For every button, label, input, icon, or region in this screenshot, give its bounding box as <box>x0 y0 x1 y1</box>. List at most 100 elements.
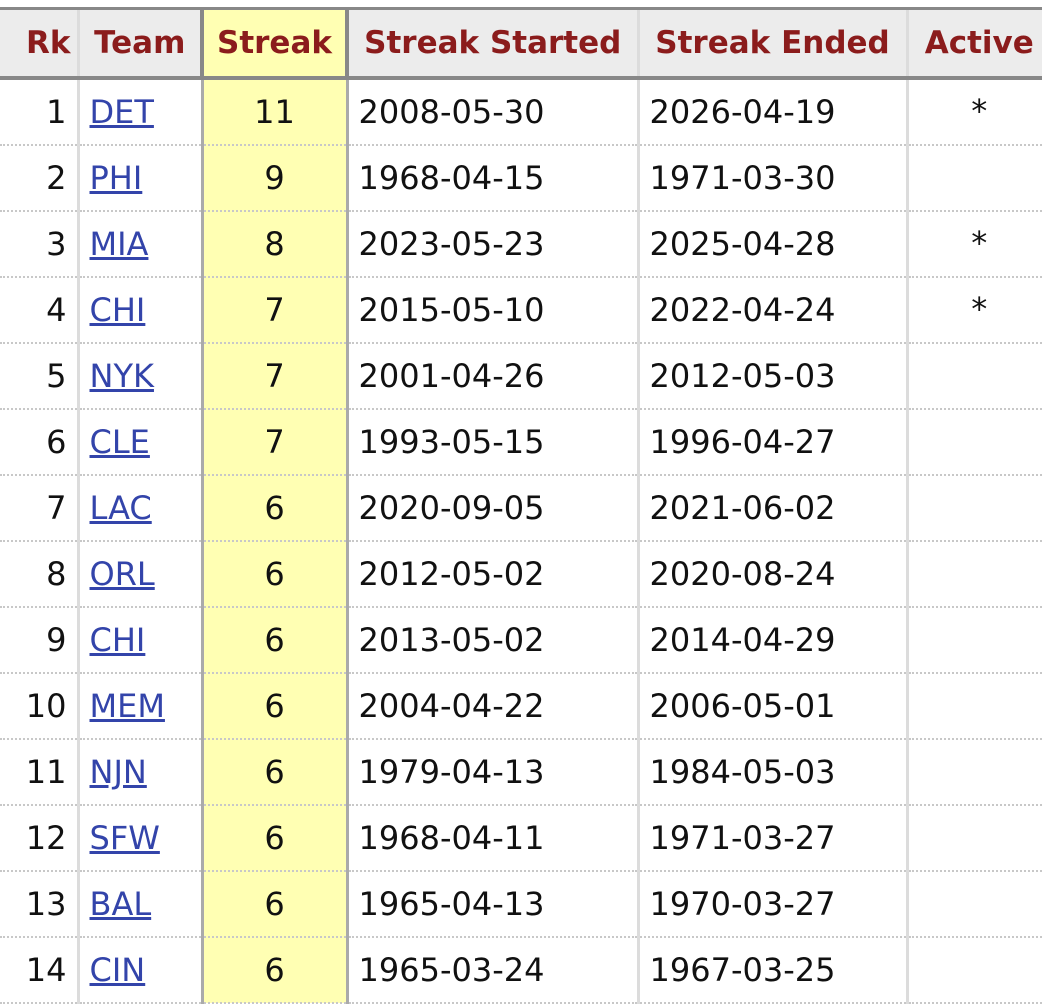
streak-cell: 7 <box>200 277 349 344</box>
rank-cell: 10 <box>0 673 78 740</box>
active-cell <box>905 409 1042 476</box>
header-team[interactable]: Team <box>76 7 202 80</box>
team-link[interactable]: ORL <box>89 555 155 593</box>
streak-started-cell: 1965-03-24 <box>345 937 638 1004</box>
active-cell <box>905 607 1042 674</box>
streak-started-cell: 1968-04-15 <box>345 145 638 212</box>
table-row: 5 NYK 7 2001-04-26 2012-05-03 <box>0 343 1042 410</box>
header-streak-ended[interactable]: Streak Ended <box>636 7 907 80</box>
rank-cell: 5 <box>0 343 78 410</box>
team-link[interactable]: MIA <box>89 225 149 263</box>
header-rk[interactable]: Rk <box>0 7 78 80</box>
team-cell: BAL <box>76 871 202 938</box>
streak-cell: 6 <box>200 673 349 740</box>
team-link[interactable]: NJN <box>89 753 147 791</box>
table-row: 3 MIA 8 2023-05-23 2025-04-28 * <box>0 211 1042 278</box>
rank-cell: 6 <box>0 409 78 476</box>
streak-ended-cell: 1967-03-25 <box>636 937 907 1004</box>
active-cell: * <box>905 78 1042 146</box>
streak-started-cell: 1993-05-15 <box>345 409 638 476</box>
active-cell <box>905 805 1042 872</box>
rank-cell: 11 <box>0 739 78 806</box>
team-link[interactable]: DET <box>89 93 154 131</box>
table-row: 1 DET 11 2008-05-30 2026-04-19 * <box>0 78 1042 146</box>
streak-ended-cell: 2012-05-03 <box>636 343 907 410</box>
team-link[interactable]: NYK <box>89 357 154 395</box>
header-streak[interactable]: Streak <box>200 7 349 80</box>
rank-cell: 9 <box>0 607 78 674</box>
header-active[interactable]: Active <box>905 7 1042 80</box>
streak-cell: 6 <box>200 739 349 806</box>
table-row: 14 CIN 6 1965-03-24 1967-03-25 <box>0 937 1042 1004</box>
header-streak-started[interactable]: Streak Started <box>345 7 638 80</box>
table-row: 4 CHI 7 2015-05-10 2022-04-24 * <box>0 277 1042 344</box>
streak-cell: 6 <box>200 541 349 608</box>
streak-ended-cell: 2006-05-01 <box>636 673 907 740</box>
active-cell <box>905 145 1042 212</box>
team-cell: CHI <box>76 607 202 674</box>
streak-started-cell: 2023-05-23 <box>345 211 638 278</box>
streak-cell: 6 <box>200 871 349 938</box>
streak-table: Rk Team Streak Streak Started Streak End… <box>0 7 1042 1004</box>
team-link[interactable]: SFW <box>89 819 160 857</box>
team-cell: ORL <box>76 541 202 608</box>
team-link[interactable]: LAC <box>89 489 152 527</box>
streak-ended-cell: 2022-04-24 <box>636 277 907 344</box>
streak-started-cell: 2008-05-30 <box>345 78 638 146</box>
team-link[interactable]: CHI <box>89 621 146 659</box>
streak-started-cell: 2004-04-22 <box>345 673 638 740</box>
rank-cell: 2 <box>0 145 78 212</box>
table-row: 12 SFW 6 1968-04-11 1971-03-27 <box>0 805 1042 872</box>
rank-cell: 14 <box>0 937 78 1004</box>
streak-started-cell: 2013-05-02 <box>345 607 638 674</box>
team-link[interactable]: CLE <box>89 423 150 461</box>
streak-cell: 7 <box>200 343 349 410</box>
table-row: 13 BAL 6 1965-04-13 1970-03-27 <box>0 871 1042 938</box>
streak-ended-cell: 1971-03-30 <box>636 145 907 212</box>
active-cell <box>905 343 1042 410</box>
team-cell: MEM <box>76 673 202 740</box>
streak-started-cell: 2020-09-05 <box>345 475 638 542</box>
team-link[interactable]: CHI <box>89 291 146 329</box>
streak-started-cell: 1979-04-13 <box>345 739 638 806</box>
rank-cell: 8 <box>0 541 78 608</box>
streak-cell: 11 <box>200 78 349 146</box>
active-cell <box>905 673 1042 740</box>
table-row: 6 CLE 7 1993-05-15 1996-04-27 <box>0 409 1042 476</box>
active-cell <box>905 937 1042 1004</box>
team-cell: CHI <box>76 277 202 344</box>
team-link[interactable]: CIN <box>89 951 146 989</box>
rank-cell: 3 <box>0 211 78 278</box>
streak-cell: 6 <box>200 475 349 542</box>
header-row: Rk Team Streak Streak Started Streak End… <box>0 7 1042 80</box>
team-cell: NJN <box>76 739 202 806</box>
streak-ended-cell: 2026-04-19 <box>636 78 907 146</box>
active-cell <box>905 475 1042 542</box>
streak-started-cell: 1965-04-13 <box>345 871 638 938</box>
team-cell: NYK <box>76 343 202 410</box>
table-row: 7 LAC 6 2020-09-05 2021-06-02 <box>0 475 1042 542</box>
streak-cell: 8 <box>200 211 349 278</box>
active-cell: * <box>905 211 1042 278</box>
streak-cell: 9 <box>200 145 349 212</box>
streak-ended-cell: 1984-05-03 <box>636 739 907 806</box>
active-cell <box>905 871 1042 938</box>
streak-ended-cell: 2014-04-29 <box>636 607 907 674</box>
streak-started-cell: 2001-04-26 <box>345 343 638 410</box>
streak-ended-cell: 1996-04-27 <box>636 409 907 476</box>
table-row: 10 MEM 6 2004-04-22 2006-05-01 <box>0 673 1042 740</box>
rank-cell: 1 <box>0 78 78 146</box>
rank-cell: 7 <box>0 475 78 542</box>
team-link[interactable]: BAL <box>89 885 152 923</box>
streak-ended-cell: 1971-03-27 <box>636 805 907 872</box>
streak-cell: 6 <box>200 805 349 872</box>
streak-ended-cell: 1970-03-27 <box>636 871 907 938</box>
team-cell: MIA <box>76 211 202 278</box>
table-row: 11 NJN 6 1979-04-13 1984-05-03 <box>0 739 1042 806</box>
team-cell: CIN <box>76 937 202 1004</box>
active-cell: * <box>905 277 1042 344</box>
team-cell: LAC <box>76 475 202 542</box>
team-link[interactable]: MEM <box>89 687 165 725</box>
streak-cell: 7 <box>200 409 349 476</box>
team-link[interactable]: PHI <box>89 159 143 197</box>
